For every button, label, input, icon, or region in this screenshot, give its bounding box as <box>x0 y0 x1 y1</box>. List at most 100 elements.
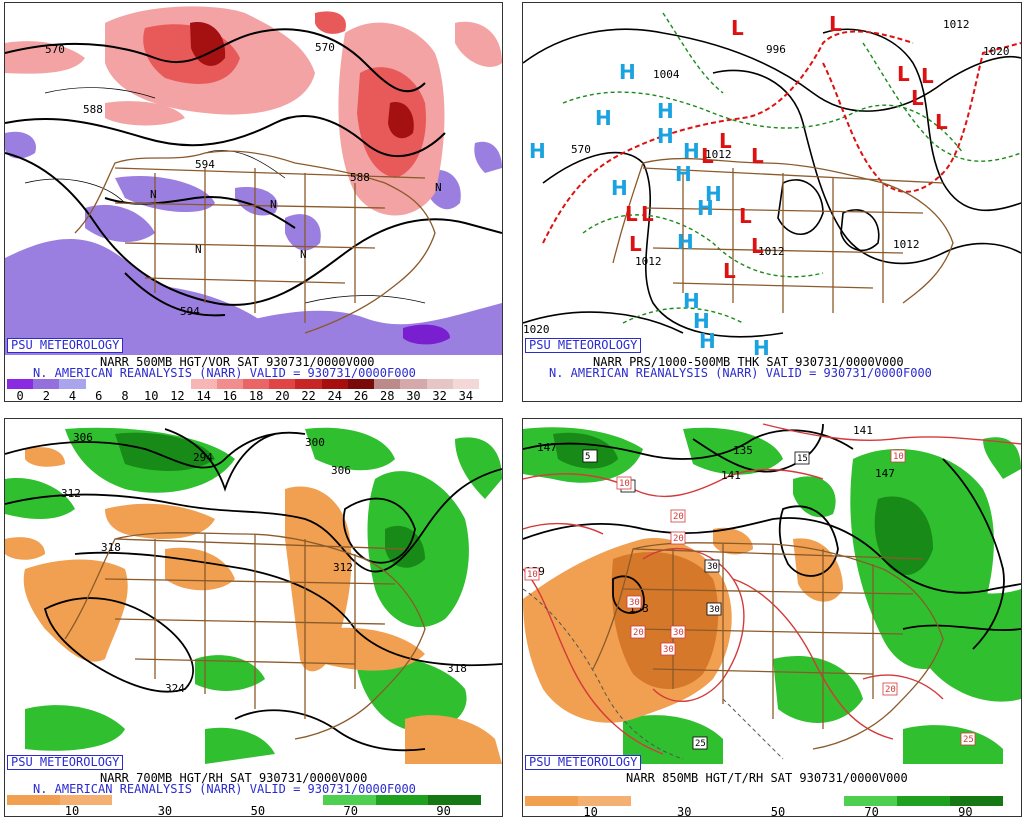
contour-label: 570 <box>315 41 335 54</box>
colorbar-swatch <box>400 379 427 389</box>
low-center-marker: L <box>719 129 732 153</box>
temperature-label-box <box>660 642 676 656</box>
temperature-label: 20 <box>673 534 684 544</box>
temperature-label-box <box>670 531 686 545</box>
low-center-marker: L <box>921 64 934 88</box>
colorbar-tick-label: 10 <box>64 804 80 817</box>
colorbar-swatch <box>242 379 270 389</box>
temperature-label-box <box>882 682 898 696</box>
temperature-label: 20 <box>885 685 896 695</box>
height-contour <box>5 115 446 158</box>
psu-meteorology-badge: PSU METEOROLOGY <box>7 338 124 353</box>
thickness-contour <box>662 12 724 94</box>
colorbar-swatch <box>33 379 60 389</box>
thickness-label: 570 <box>571 143 591 156</box>
colorbar-tick-label: 24 <box>327 389 342 402</box>
colorbar-swatch <box>138 379 165 389</box>
colorbar-tick-label: 34 <box>458 389 474 402</box>
height-label: 141 <box>721 469 741 482</box>
rh-dry-area <box>325 627 425 671</box>
colorbar-swatch <box>217 795 271 805</box>
colorbar-swatch <box>85 379 112 389</box>
panel-valid-caption: N. AMERICAN REANALYSIS (NARR) VALID = 93… <box>33 782 416 796</box>
temperature-label: 20 <box>673 512 684 522</box>
colorbar-tick-label: 22 <box>301 389 316 402</box>
colorbar-tick-label: 50 <box>770 805 786 817</box>
vorticity-min-mark: N <box>435 181 442 194</box>
high-center-marker: H <box>657 124 674 148</box>
vorticity-positive-area <box>455 21 502 67</box>
high-center-marker: H <box>675 162 692 186</box>
contour-label: 324 <box>165 682 185 695</box>
contour-labels: 570 588 582 594 588 594 570 <box>45 41 370 318</box>
temperature-label: 30 <box>707 562 718 572</box>
colorbar-swatch <box>790 796 844 806</box>
panel-valid-caption: N. AMERICAN REANALYSIS (NARR) VALID = 93… <box>33 366 416 380</box>
high-center-marker: H <box>595 106 612 130</box>
colorbar-tick-label: 16 <box>222 389 238 402</box>
contour-label: 594 <box>180 305 200 318</box>
colorbar-swatch <box>270 795 324 805</box>
high-center-marker: H <box>611 176 628 200</box>
low-center-marker: L <box>897 62 910 86</box>
colorbar-tick-label: 0 <box>16 389 24 402</box>
isobar <box>822 28 1021 212</box>
colorbar-swatch <box>843 796 897 806</box>
state-border <box>642 167 944 313</box>
temperature-contour <box>523 522 604 535</box>
height-contour <box>902 624 1021 631</box>
colorbar-ticks: 0 2 4 6 8 10 12 14 16 18 20 22 24 26 28 30 32 34 <box>7 389 479 402</box>
rh-moist-area <box>25 705 125 751</box>
temperature-contour <box>523 568 664 755</box>
colorbar <box>7 379 479 389</box>
colorbar-swatch <box>578 796 632 806</box>
temperature-label: 10 <box>619 479 630 489</box>
contour-label: 594 <box>195 158 215 171</box>
rh-dry-areas <box>523 527 843 723</box>
contour-label: 306 <box>73 431 93 444</box>
colorbar-tick-label: 8 <box>121 389 129 402</box>
height-contour <box>5 431 306 469</box>
temperature-label: 15 <box>797 454 808 464</box>
temperature-label-box <box>630 625 646 639</box>
high-center-marker: H <box>693 309 710 333</box>
panel-sea-level-pressure: 1012 996 1004 1020 1012 1012 1012 570 10… <box>522 2 1022 402</box>
isobar <box>777 179 824 235</box>
rh-very-moist-area <box>115 432 215 471</box>
low-center-marker: L <box>723 259 736 283</box>
colorbar-swatch <box>426 379 453 389</box>
rh-moist-area <box>623 715 723 764</box>
colorbar-tick-label: 30 <box>677 805 692 817</box>
colorbar-tick-label: 50 <box>250 804 266 817</box>
low-center-marker: L <box>731 16 744 40</box>
temperature-label: 25 <box>963 735 974 745</box>
height-label: 147 <box>537 441 557 454</box>
high-center-marker: H <box>619 60 636 84</box>
height-contour <box>612 575 645 614</box>
vorticity-negative-area <box>474 141 502 173</box>
rh-moist-area <box>305 427 395 471</box>
colorbar-swatch <box>374 379 401 389</box>
panel-caption: NARR PRS/1000-500MB THK SAT 930731/0000V… <box>593 355 904 369</box>
high-center-marker: H <box>753 336 770 355</box>
thickness-contour <box>622 307 744 324</box>
rh-moist-area <box>923 589 1021 702</box>
low-center-marker: L <box>629 232 642 256</box>
coastline <box>64 532 426 740</box>
contour-label: 312 <box>333 561 353 574</box>
colorbar-tick-label: 14 <box>196 389 211 402</box>
temperature-label-box <box>890 449 906 463</box>
rh-moist-area <box>903 725 1003 764</box>
colorbar-swatch <box>190 379 217 389</box>
vorticity-min-mark: N <box>195 243 202 256</box>
colorbar-swatch <box>452 379 479 389</box>
colorbar-swatch <box>321 379 348 389</box>
temperature-label-box <box>704 559 720 573</box>
rh-moist-area <box>683 427 783 475</box>
temperature-label-box <box>670 625 686 639</box>
vorticity-negative-area <box>235 187 278 216</box>
rh-dry-areas <box>5 447 502 764</box>
temperature-label-box <box>706 602 722 616</box>
low-center-marker: L <box>641 202 654 226</box>
map-500mb: 570 588 582 594 588 594 570 N N N N N <box>5 3 502 355</box>
